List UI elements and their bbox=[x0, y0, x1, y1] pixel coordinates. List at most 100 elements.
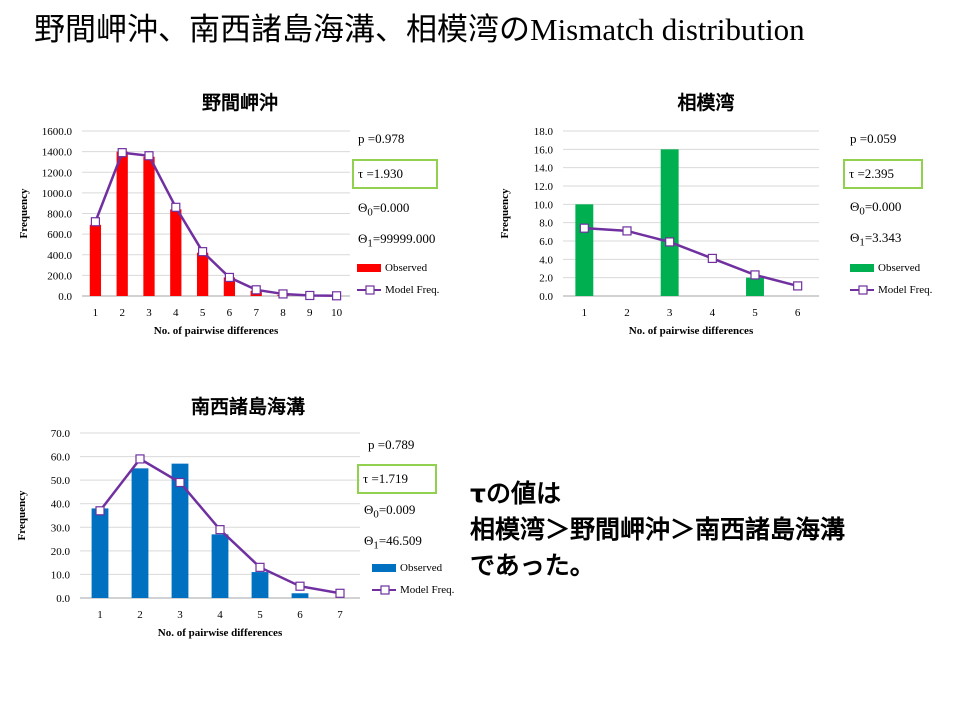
x-tick-label: 4 bbox=[173, 307, 179, 319]
model-point-1 bbox=[95, 506, 105, 516]
y-tick-label: 4.0 bbox=[539, 254, 553, 266]
y-tick-label: 600.0 bbox=[47, 229, 72, 241]
x-tick-label: 2 bbox=[119, 307, 125, 319]
theta1-noma: Θ1=99999.000 bbox=[358, 231, 436, 250]
model-point-4 bbox=[171, 202, 181, 212]
x-tick-label: 5 bbox=[752, 307, 758, 319]
model-point-6 bbox=[224, 272, 234, 283]
model-point-2 bbox=[135, 454, 145, 464]
model-point-10 bbox=[332, 291, 342, 301]
legend-model-label: Model Freq. bbox=[400, 584, 455, 596]
legend-model-label: Model Freq. bbox=[878, 284, 933, 296]
y-tick-label: 20.0 bbox=[51, 546, 71, 558]
legend-swatch-observed bbox=[372, 564, 396, 572]
model-point-5 bbox=[750, 270, 760, 280]
y-tick-label: 0.0 bbox=[56, 593, 70, 605]
legend-model-label: Model Freq. bbox=[385, 284, 440, 296]
y-axis-title: Frequency bbox=[499, 188, 511, 238]
chart-title-sagami: 相模湾 bbox=[677, 92, 735, 114]
chart-title-noma: 野間岬沖 bbox=[201, 92, 279, 114]
y-tick-label: 40.0 bbox=[51, 499, 71, 511]
x-tick-label: 10 bbox=[331, 307, 343, 319]
y-tick-label: 1000.0 bbox=[42, 188, 73, 200]
model-line bbox=[94, 151, 337, 298]
legend-swatch-observed bbox=[850, 264, 874, 272]
legend-swatch-observed bbox=[357, 264, 381, 272]
theta1-sagami: Θ1=3.343 bbox=[850, 230, 902, 249]
x-tick-label: 8 bbox=[280, 307, 286, 319]
x-axis-title: No. of pairwise differences bbox=[158, 627, 283, 639]
x-axis-title: No. of pairwise differences bbox=[154, 325, 279, 337]
y-tick-label: 50.0 bbox=[51, 475, 71, 487]
legend-swatch-model bbox=[357, 285, 381, 295]
bar-observed-5 bbox=[196, 252, 209, 296]
chart-title-nansei: 南西諸島海溝 bbox=[190, 396, 306, 418]
x-tick-label: 6 bbox=[297, 609, 303, 621]
conclusion-line-1: τの値は bbox=[470, 479, 561, 508]
chart-sagami: 0.0 2.0 4.0 6.0 8.0 10.0 12.0 14.0 16.0 18.0 1 2 3 4 5… bbox=[499, 126, 819, 337]
model-point-7 bbox=[251, 285, 261, 295]
model-point-5 bbox=[198, 247, 208, 257]
y-tick-label: 800.0 bbox=[47, 209, 72, 221]
model-point-6 bbox=[793, 281, 803, 291]
y-tick-label: 0.0 bbox=[539, 291, 553, 303]
x-tick-label: 2 bbox=[624, 307, 630, 319]
model-point-2 bbox=[622, 226, 632, 236]
bar-observed-2 bbox=[131, 468, 149, 598]
slide-title-latin: Mismatch distribution bbox=[530, 12, 805, 47]
chart-noma: 0.0 200.0 400.0 600.0 800.0 1000.0 1200.0 1400.… bbox=[18, 126, 350, 337]
y-tick-label: 10.0 bbox=[51, 569, 71, 581]
p-value-nansei: p =0.789 bbox=[368, 437, 415, 452]
x-tick-label: 3 bbox=[146, 307, 152, 319]
tau-value-nansei: τ =1.719 bbox=[363, 471, 409, 486]
model-point-1 bbox=[90, 217, 101, 227]
tau-value-noma: τ =1.930 bbox=[358, 166, 404, 181]
x-tick-label: 3 bbox=[667, 307, 673, 319]
p-value-sagami: p =0.059 bbox=[850, 131, 897, 146]
bar-observed-3 bbox=[171, 463, 189, 598]
x-tick-label: 1 bbox=[97, 609, 103, 621]
model-point-9 bbox=[305, 290, 315, 301]
x-tick-label: 3 bbox=[177, 609, 183, 621]
tau-box-noma: τ =1.930 bbox=[352, 159, 438, 189]
model-point-8 bbox=[278, 289, 288, 299]
x-tick-label: 6 bbox=[227, 307, 233, 319]
x-tick-label: 9 bbox=[307, 307, 313, 319]
x-tick-label: 4 bbox=[710, 307, 716, 319]
model-point-4 bbox=[215, 525, 225, 535]
legend-observed-label: Observed bbox=[878, 262, 921, 274]
legend-sagami: Observed Model Freq. bbox=[850, 257, 932, 301]
legend-swatch-model bbox=[850, 285, 874, 295]
x-tick-label: 4 bbox=[217, 609, 223, 621]
theta1-nansei: Θ1=46.509 bbox=[364, 533, 422, 552]
model-point-3 bbox=[144, 151, 154, 161]
slide-title: 野間岬沖、南西諸島海溝、相模湾のMismatch distribution bbox=[34, 4, 805, 49]
y-tick-label: 200.0 bbox=[47, 270, 72, 282]
bar-observed-1 bbox=[89, 224, 102, 296]
legend-swatch-model bbox=[372, 585, 396, 595]
bar-observed-1 bbox=[91, 508, 109, 598]
y-tick-label: 70.0 bbox=[51, 428, 71, 440]
theta0-noma: Θ0=0.000 bbox=[358, 200, 410, 219]
x-tick-label: 1 bbox=[93, 307, 99, 319]
model-point-4 bbox=[707, 253, 717, 264]
legend-nansei: Observed Model Freq. bbox=[372, 557, 454, 601]
bar-observed-5 bbox=[746, 277, 764, 296]
x-tick-label: 1 bbox=[582, 307, 588, 319]
theta0-nansei: Θ0=0.009 bbox=[364, 502, 416, 521]
y-tick-label: 6.0 bbox=[539, 236, 553, 248]
model-point-5 bbox=[255, 562, 265, 572]
bar-observed-3 bbox=[660, 149, 679, 296]
bar-observed-2 bbox=[116, 151, 128, 296]
tau-box-sagami: τ =2.395 bbox=[843, 159, 923, 189]
x-axis-title: No. of pairwise differences bbox=[629, 325, 754, 337]
model-point-6 bbox=[295, 581, 305, 591]
y-tick-label: 2.0 bbox=[539, 273, 553, 285]
y-tick-label: 400.0 bbox=[47, 250, 72, 262]
x-tick-label: 5 bbox=[200, 307, 206, 319]
y-tick-label: 8.0 bbox=[539, 218, 553, 230]
y-tick-label: 30.0 bbox=[51, 522, 71, 534]
x-tick-label: 7 bbox=[253, 307, 259, 319]
legend-observed-label: Observed bbox=[385, 262, 428, 274]
y-tick-label: 0.0 bbox=[58, 291, 72, 303]
